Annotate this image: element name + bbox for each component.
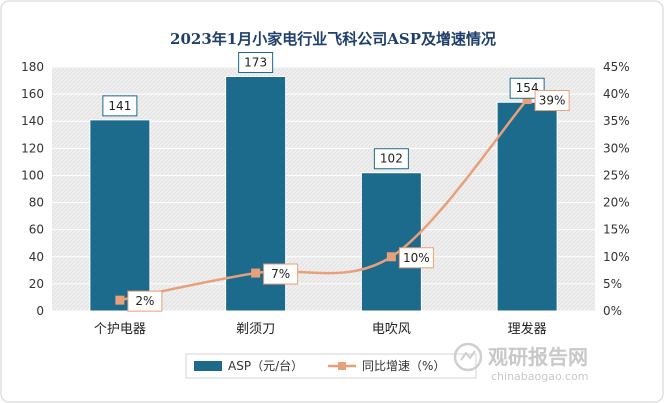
- growth-line: [119, 98, 529, 302]
- category-label: 电吹风: [372, 322, 411, 337]
- legend: ASP（元/台） 同比增速（%）: [185, 353, 477, 379]
- left-tick-label: 120: [21, 141, 44, 155]
- category-axis: 个护电器 剃须刀 电吹风 理发器: [94, 321, 547, 337]
- left-tick-label: 160: [21, 87, 44, 101]
- category-label: 个护电器: [94, 322, 146, 337]
- watermark-url: chinabaogao.com: [491, 370, 589, 383]
- left-tick-label: 80: [29, 196, 44, 210]
- bar: [89, 119, 151, 312]
- line-data-label: 7%: [271, 267, 290, 281]
- bar: [496, 101, 558, 312]
- left-tick-label: 140: [21, 114, 44, 128]
- right-tick-label: 0%: [603, 304, 622, 318]
- line-data-label: 10%: [403, 251, 430, 265]
- watermark-logo-mark: [460, 350, 476, 361]
- bar-label-box: [373, 148, 409, 170]
- line-data-label: 39%: [539, 94, 566, 108]
- right-tick-label: 5%: [603, 277, 622, 291]
- left-axis: 0 20 40 60 80 100 120 140 160 180: [21, 60, 44, 318]
- legend-bar-label: ASP（元/台）: [228, 358, 303, 373]
- bar-label-box: [102, 95, 138, 117]
- bar-data-label: 141: [108, 99, 131, 113]
- line-labels: 2% 7% 10% 39%: [127, 90, 570, 312]
- left-tick-label: 0: [36, 304, 44, 318]
- legend-bar-swatch: [194, 361, 222, 371]
- legend-line-marker: [338, 362, 346, 370]
- category-label: 理发器: [508, 321, 547, 337]
- bar-data-label: 102: [380, 152, 403, 166]
- left-tick-label: 40: [29, 250, 44, 264]
- line-label-box: [127, 290, 163, 312]
- line-label-box: [398, 247, 434, 269]
- left-tick-label: 20: [29, 277, 44, 291]
- line-point: [115, 295, 125, 305]
- bar-data-label: 154: [516, 81, 539, 95]
- line-point: [522, 95, 532, 105]
- bar-label-box: [238, 51, 274, 73]
- category-label: 剃须刀: [236, 322, 275, 337]
- right-tick-label: 35%: [603, 114, 630, 128]
- left-tick-label: 100: [21, 168, 44, 182]
- legend-line-label: 同比增速（%）: [362, 359, 445, 373]
- right-tick-label: 45%: [603, 60, 630, 74]
- right-tick-label: 25%: [603, 168, 630, 182]
- line-series: [115, 95, 532, 305]
- watermark-logo-icon: [453, 342, 483, 372]
- right-axis: 0% 5% 10% 15% 20% 25% 30% 35% 40% 45%: [603, 60, 630, 318]
- right-tick-label: 30%: [603, 141, 630, 155]
- left-tick-label: 60: [29, 223, 44, 237]
- line-point: [386, 252, 396, 262]
- right-tick-label: 20%: [603, 196, 630, 210]
- right-tick-label: 15%: [603, 223, 630, 237]
- bar-data-label: 173: [244, 55, 267, 69]
- watermark: 观研报告网 chinabaogao.com: [453, 342, 589, 383]
- line-label-box: [263, 263, 299, 285]
- line-point: [251, 268, 261, 278]
- right-tick-label: 40%: [603, 87, 630, 101]
- bar-series: [89, 75, 558, 312]
- line-data-label: 2%: [135, 294, 154, 308]
- line-label-box: [534, 90, 570, 112]
- watermark-name: 观研报告网: [488, 345, 588, 369]
- bar: [360, 172, 422, 312]
- chart-title: 2023年1月小家电行业飞科公司ASP及增速情况: [170, 30, 496, 48]
- right-tick-label: 10%: [603, 250, 630, 264]
- left-tick-label: 180: [21, 60, 44, 74]
